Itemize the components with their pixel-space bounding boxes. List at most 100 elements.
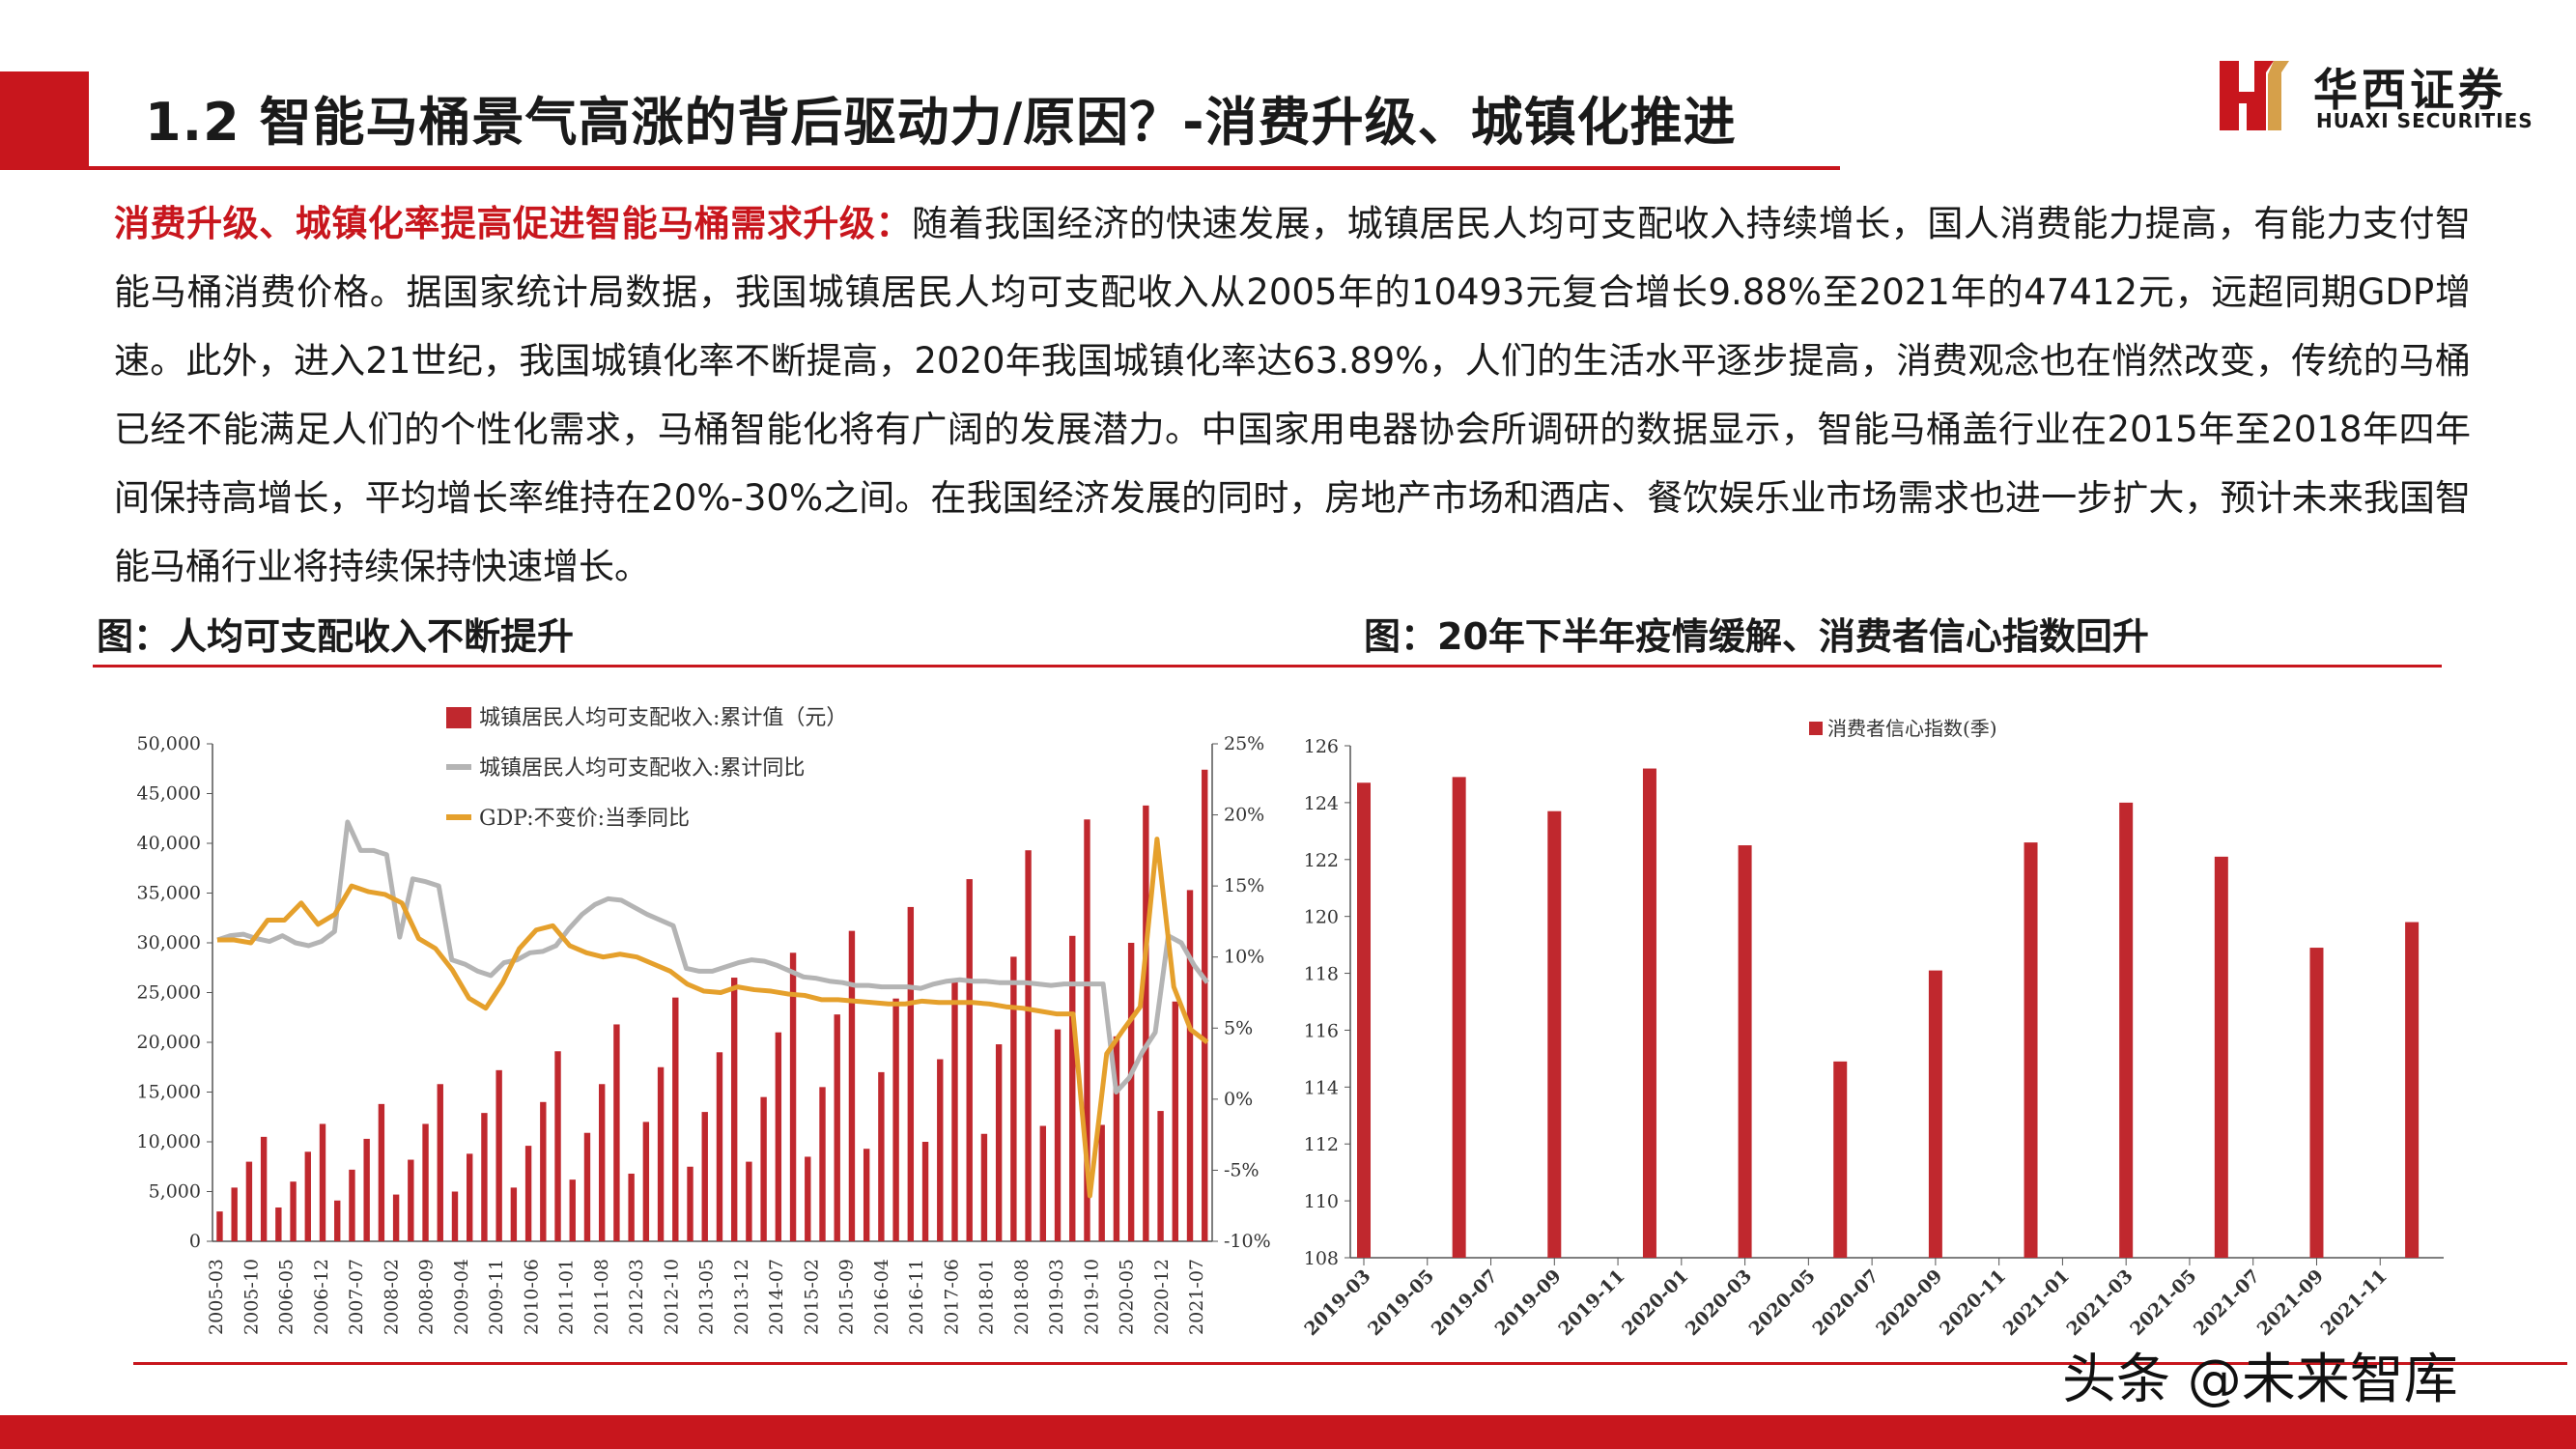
income-bar: [437, 1084, 443, 1241]
income-bar: [1039, 1125, 1047, 1241]
income-bar: [746, 1161, 752, 1241]
income-bar: [687, 1166, 694, 1241]
y-right-tick-label: -5%: [1224, 1159, 1260, 1180]
y-left-tick-label: 10,000: [137, 1131, 201, 1152]
x-tick-label: 2015-09: [836, 1259, 858, 1335]
y-left-tick-label: 25,000: [137, 982, 201, 1004]
y-left-tick-label: 15,000: [137, 1082, 201, 1103]
paragraph-text: 随着我国经济的快速发展，城镇居民人均可支配收入持续增长，国人消费能力提高，有能力…: [114, 203, 2471, 587]
income-bar: [642, 1122, 650, 1241]
x-tick-label: 2016-04: [871, 1259, 892, 1335]
huaxi-logo-icon: [2220, 61, 2289, 130]
legend-label-income-yoy: 城镇居民人均可支配收入:累计同比: [479, 756, 805, 781]
income-bar: [1054, 1029, 1062, 1241]
legend-swatch-income: [446, 707, 471, 728]
y-right-tick-label: 20%: [1224, 805, 1264, 826]
income-bar: [554, 1051, 561, 1241]
x-tick-label: 2019-10: [1081, 1259, 1102, 1335]
income-bar: [598, 1084, 606, 1241]
income-bar: [1143, 805, 1149, 1241]
income-bar: [422, 1123, 429, 1241]
x-tick-label: 2017-06: [941, 1259, 962, 1335]
income-bar: [495, 1069, 502, 1241]
page-title: 1.2 智能马桶景气高涨的背后驱动力/原因？-消费升级、城镇化推进: [145, 92, 1737, 153]
income-bar: [966, 879, 973, 1241]
y-tick-label: 114: [1304, 1077, 1339, 1098]
income-bar: [408, 1159, 414, 1241]
income-yoy-line: [216, 819, 1209, 1094]
x-tick-label: 2021-03: [2062, 1265, 2137, 1340]
income-bar: [363, 1138, 370, 1241]
income-bar: [1202, 769, 1208, 1241]
legend-label-income: 城镇居民人均可支配收入:累计值（元）: [479, 706, 847, 730]
x-tick-label: 2005-10: [241, 1259, 262, 1335]
x-tick-label: 2019-07: [1428, 1265, 1502, 1340]
gdp-yoy-line: [217, 837, 1209, 1199]
chart-title-divider: [93, 665, 2442, 668]
x-tick-label: 2021-01: [1999, 1265, 2074, 1340]
income-bar: [1069, 935, 1076, 1241]
title-accent-block: [0, 71, 89, 170]
income-bar: [583, 1132, 591, 1241]
confidence-bars: [1357, 768, 2420, 1258]
income-bar: [863, 1149, 870, 1241]
x-tick-label: 2021-05: [2126, 1265, 2200, 1340]
x-tick-label: 2020-05: [1117, 1259, 1138, 1335]
y-tick-label: 120: [1304, 907, 1339, 928]
x-tick-label: 2015-02: [801, 1259, 822, 1335]
income-bar: [1186, 890, 1194, 1241]
y-right-tick-label: 15%: [1224, 875, 1264, 896]
x-tick-label: 2020-03: [1682, 1265, 1756, 1340]
income-bar: [510, 1187, 518, 1241]
income-bar: [231, 1187, 238, 1241]
confidence-bar: [2214, 856, 2228, 1258]
income-bar: [569, 1179, 576, 1241]
income-bar: [319, 1123, 326, 1241]
income-bar: [1010, 956, 1017, 1241]
y-left-tick-label: 45,000: [137, 783, 201, 805]
income-bars: [216, 769, 1208, 1241]
y-tick-label: 126: [1304, 736, 1339, 757]
income-bar: [1157, 1111, 1164, 1241]
income-bar: [334, 1200, 341, 1241]
income-bar: [848, 930, 856, 1241]
income-bar: [937, 1059, 944, 1241]
x-tick-label: 2018-08: [1011, 1259, 1033, 1335]
income-bar: [921, 1142, 929, 1241]
income-bar: [657, 1066, 665, 1241]
income-bar: [834, 1014, 840, 1241]
x-tick-label: 2012-10: [661, 1259, 682, 1335]
x-tick-label: 2011-08: [591, 1259, 612, 1335]
x-tick-label: 2019-03: [1300, 1265, 1374, 1340]
confidence-bar: [1738, 845, 1752, 1258]
x-tick-label: 2021-07: [2190, 1265, 2264, 1340]
x-tick-label: 2007-07: [346, 1259, 367, 1335]
y-right-tick-label: 5%: [1224, 1017, 1253, 1038]
income-bar: [716, 1052, 723, 1241]
x-tick-label: 2019-05: [1364, 1265, 1438, 1340]
x-tick-label: 2019-11: [1554, 1265, 1628, 1340]
income-bar: [304, 1151, 311, 1241]
x-tick-label: 2005-03: [206, 1259, 227, 1335]
income-bar: [775, 1032, 782, 1241]
income-bar: [1084, 819, 1090, 1241]
income-bar: [1098, 1124, 1105, 1241]
paragraph-lead: 消费升级、城镇化率提高促进智能马桶需求升级：: [114, 203, 913, 244]
income-bar: [672, 997, 679, 1241]
income-bar: [216, 1211, 223, 1241]
confidence-bar: [1452, 777, 1466, 1258]
confidence-bar: [1357, 782, 1371, 1258]
income-bar: [907, 906, 915, 1241]
x-tick-label: 2020-11: [1936, 1265, 2010, 1340]
income-bar: [467, 1153, 473, 1241]
company-logo: 华西证券 HUAXI SECURITIES: [2212, 53, 2550, 140]
y-tick-label: 124: [1304, 793, 1339, 814]
growth-lines: [216, 819, 1209, 1199]
x-tick-label: 2020-07: [1808, 1265, 1882, 1340]
legend-label-gdp: GDP:不变价:当季同比: [479, 807, 690, 831]
income-bar: [1172, 1001, 1178, 1241]
confidence-bar: [2024, 842, 2038, 1258]
income-bar: [995, 1044, 1003, 1241]
y-right-tick-label: 25%: [1224, 733, 1264, 754]
income-bar: [275, 1207, 282, 1241]
